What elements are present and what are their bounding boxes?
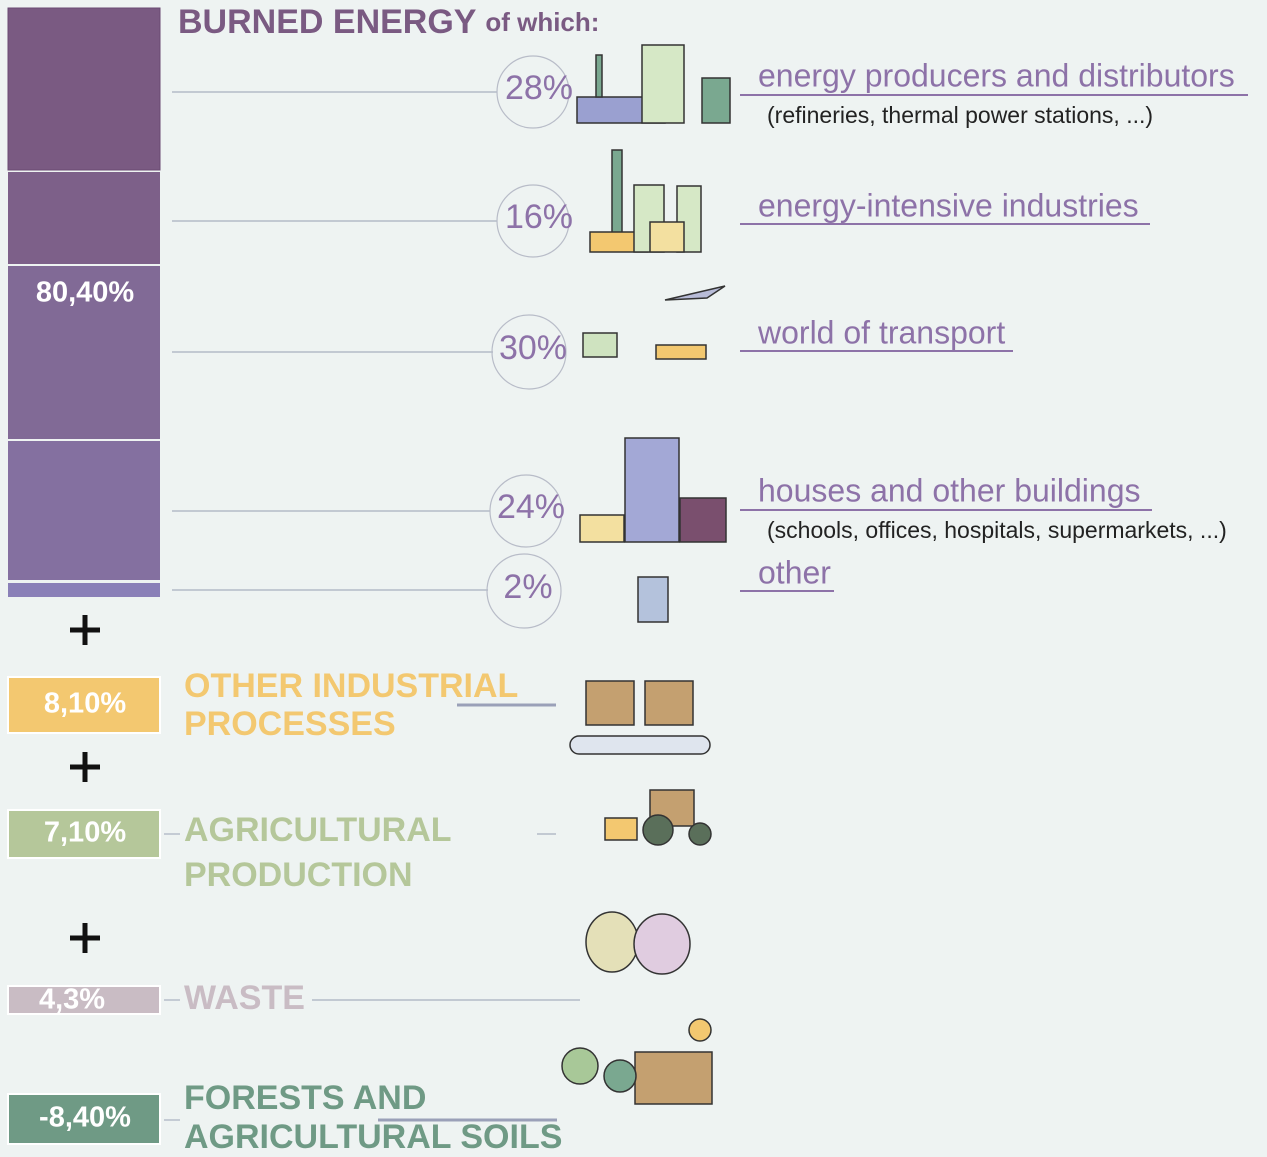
share-label: 8,10% (44, 688, 126, 720)
source-label: PROCESSES (184, 705, 396, 743)
item-label: other (758, 554, 831, 590)
item-label: energy-intensive industries (758, 187, 1139, 223)
percent: 30% (499, 329, 567, 367)
item-note: (refineries, thermal power stations, ...… (767, 102, 1153, 128)
source-label: AGRICULTURAL SOILS (184, 1118, 562, 1156)
plus-signs (70, 615, 100, 953)
item-label: energy producers and distributors (758, 57, 1235, 93)
percent: 24% (497, 488, 565, 526)
icons (562, 45, 730, 1104)
item-label: world of transport (757, 314, 1005, 350)
share-label: -8,40% (39, 1102, 131, 1134)
share-label: 80,40% (36, 277, 135, 309)
infographic: 80,40% BURNED ENERGY of which: 28% 16% 3… (0, 0, 1267, 1157)
item-label: houses and other buildings (758, 472, 1141, 508)
source-label: PRODUCTION (184, 856, 413, 894)
percent: 16% (505, 198, 573, 236)
source-label: OTHER INDUSTRIAL (184, 667, 518, 705)
share-label: 4,3% (39, 984, 105, 1016)
source-label: WASTE (184, 979, 305, 1017)
share-label: 7,10% (44, 817, 126, 849)
item-note: (schools, offices, hospitals, supermarke… (767, 517, 1227, 543)
source-label: AGRICULTURAL (184, 811, 452, 849)
source-label: FORESTS AND (184, 1079, 426, 1117)
title: BURNED ENERGY of which: (178, 3, 599, 41)
percent: 28% (505, 69, 573, 107)
percent: 2% (503, 568, 552, 606)
